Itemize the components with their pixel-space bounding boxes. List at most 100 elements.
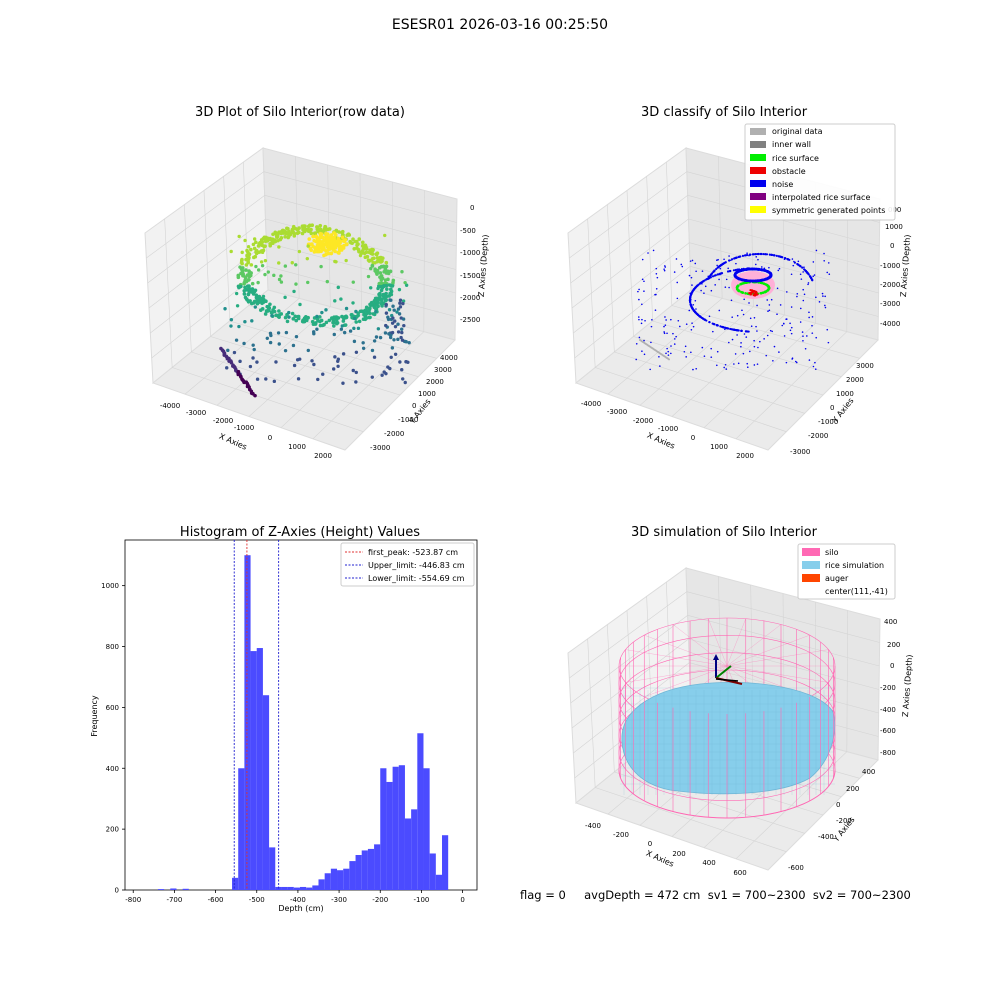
noise-point [718, 278, 720, 281]
raw-point [234, 291, 239, 296]
raw-point [243, 275, 248, 280]
panel4-ztick: 200 [887, 641, 900, 649]
noise-point [746, 362, 749, 365]
histogram-xtick-label: -500 [249, 896, 265, 904]
histogram-y-ticks: 0 200 400 600 800 1000 [101, 582, 125, 895]
noise-point [793, 261, 796, 264]
noise-point [770, 298, 773, 301]
panel1-xtick: 0 [268, 434, 272, 442]
raw-point [321, 235, 325, 240]
noise-point [806, 335, 808, 337]
noise-point [777, 269, 780, 272]
raw-point [369, 266, 373, 271]
noise-point [710, 347, 712, 350]
raw-point [251, 242, 256, 247]
raw-point [317, 227, 322, 232]
panel2-ztick: -2000 [880, 281, 900, 289]
noise-point [795, 361, 798, 364]
raw-point [246, 292, 251, 297]
panel1-ztick: -500 [460, 227, 476, 235]
raw-point [229, 249, 233, 254]
noise-point [716, 264, 718, 267]
noise-point [743, 278, 746, 282]
noise-point [768, 253, 771, 256]
noise-point [764, 253, 767, 256]
raw-point [340, 235, 345, 240]
noise-point [703, 355, 706, 357]
raw-point [240, 250, 244, 255]
raw-point [286, 235, 291, 240]
noise-point [728, 259, 731, 262]
noise-point [827, 262, 830, 264]
raw-point [252, 237, 257, 241]
noise-point [683, 350, 686, 353]
raw-point [251, 356, 255, 360]
raw-point [339, 297, 343, 301]
noise-point [717, 265, 720, 269]
raw-point [229, 324, 233, 328]
noise-point [802, 288, 805, 291]
noise-point [722, 262, 726, 265]
panel2-xtick: 0 [691, 434, 695, 442]
noise-point [761, 278, 765, 282]
raw-point [246, 300, 251, 304]
raw-point [264, 235, 268, 240]
raw-point [258, 250, 263, 254]
panel1-points [219, 223, 411, 398]
histogram-bar [361, 850, 368, 890]
panel-histogram: Histogram of Z-Axies (Height) Values -80… [90, 525, 478, 913]
noise-point [741, 309, 743, 312]
raw-point [383, 266, 388, 270]
raw-point [381, 292, 386, 297]
raw-point [249, 263, 254, 267]
noise-point [713, 274, 716, 277]
raw-point [368, 248, 372, 252]
noise-point [786, 257, 789, 261]
raw-point [245, 273, 250, 277]
figure-suptitle: ESESR01 2026-03-16 00:25:50 [391, 17, 609, 33]
noise-point [690, 351, 692, 354]
raw-point [277, 230, 281, 235]
noise-point [797, 260, 800, 263]
legend-swatch-inner-wall [750, 141, 766, 148]
noise-point [742, 313, 745, 316]
raw-point [276, 239, 280, 243]
raw-point [341, 239, 346, 243]
raw-point [392, 308, 396, 312]
noise-point [664, 316, 666, 318]
noise-point [667, 350, 670, 353]
noise-point [815, 249, 818, 252]
raw-point [327, 318, 332, 323]
noise-point [736, 276, 739, 280]
panel1-x-ticks: -4000 -3000 -2000 -1000 0 1000 2000 [160, 402, 332, 460]
raw-point [387, 332, 391, 336]
rice-surface-point [759, 281, 763, 285]
noise-point [691, 322, 693, 324]
legend-label: symmetric generated points [772, 206, 885, 215]
obstacle-point [752, 290, 756, 293]
noise-point [757, 258, 759, 261]
raw-point [277, 261, 281, 265]
raw-point [234, 338, 239, 342]
panel2-xtick: -2000 [633, 417, 653, 425]
raw-point [376, 327, 381, 331]
raw-point [402, 323, 406, 328]
noise-point [802, 271, 804, 273]
raw-point [376, 286, 380, 291]
noise-point [732, 257, 736, 260]
raw-point [312, 231, 317, 236]
raw-point [232, 350, 237, 355]
noise-point [796, 295, 798, 298]
noise-point [773, 254, 776, 257]
noise-point [743, 298, 745, 301]
raw-point [223, 307, 227, 311]
noise-point [714, 284, 716, 286]
noise-point [666, 332, 668, 335]
raw-point [294, 334, 299, 339]
noise-point [641, 350, 643, 352]
noise-point [826, 271, 829, 274]
noise-point [705, 278, 708, 281]
raw-point [393, 324, 398, 329]
noise-point [690, 292, 693, 295]
histogram-xtick-label: -100 [413, 896, 429, 904]
